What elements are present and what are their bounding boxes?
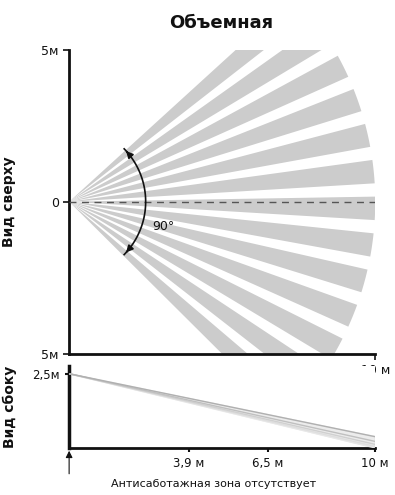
Polygon shape — [69, 202, 374, 256]
Polygon shape — [69, 202, 342, 359]
Polygon shape — [69, 374, 375, 448]
Text: Вид сбоку: Вид сбоку — [2, 366, 17, 448]
Text: Антисаботажная зона отсутствует: Антисаботажная зона отсутствует — [111, 479, 316, 489]
Text: Объемная: Объемная — [169, 14, 273, 32]
Text: Вид сверху: Вид сверху — [2, 156, 17, 247]
Polygon shape — [69, 202, 367, 292]
Polygon shape — [69, 25, 331, 202]
Polygon shape — [69, 202, 357, 327]
Polygon shape — [69, 202, 324, 390]
Polygon shape — [69, 0, 310, 202]
Polygon shape — [69, 89, 361, 202]
Text: 90°: 90° — [152, 220, 174, 233]
Polygon shape — [69, 197, 375, 220]
Polygon shape — [69, 202, 302, 417]
Polygon shape — [69, 124, 370, 202]
Polygon shape — [69, 160, 375, 202]
Polygon shape — [69, 56, 348, 202]
